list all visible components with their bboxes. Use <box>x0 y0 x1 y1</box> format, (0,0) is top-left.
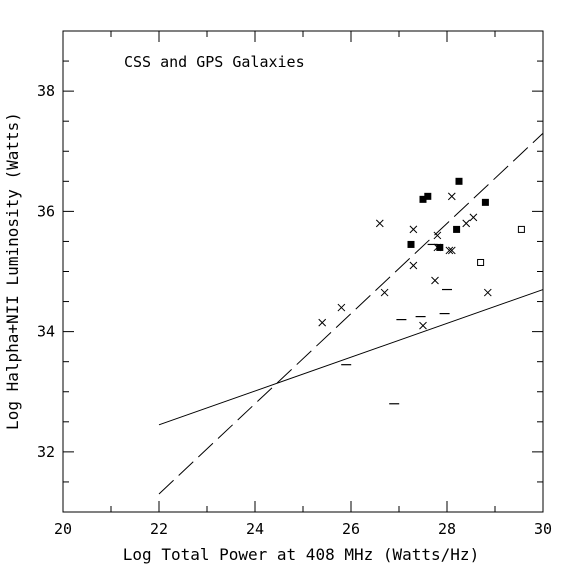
filled-square-point <box>407 240 415 248</box>
y-tick-label: 32 <box>37 443 55 461</box>
cross-point <box>433 231 442 240</box>
cross-point <box>447 192 456 201</box>
plot-frame-border <box>62 30 544 513</box>
filled-square-point <box>436 243 444 251</box>
cross-stroke <box>409 261 418 270</box>
axis-ticks <box>62 30 544 513</box>
cross-stroke <box>462 219 471 228</box>
cross-point <box>409 225 418 234</box>
cross-point <box>380 288 389 297</box>
cross-point <box>375 219 384 228</box>
cross-point <box>445 246 454 255</box>
cross-point <box>337 303 346 312</box>
cross-stroke <box>419 321 427 330</box>
cross-point <box>433 243 442 252</box>
filled-square-point <box>453 225 461 233</box>
cross-stroke <box>337 303 346 312</box>
cross-point <box>447 246 456 255</box>
cross-point <box>469 213 478 222</box>
cross-stroke <box>375 219 384 228</box>
cross-point <box>409 261 418 270</box>
y-tick-label: 38 <box>37 82 55 100</box>
data-points <box>318 177 525 405</box>
cross-stroke <box>447 246 456 255</box>
x-tick-label: 28 <box>438 520 456 538</box>
cross-stroke <box>433 231 442 240</box>
cross-point <box>462 219 471 228</box>
cross-stroke <box>469 213 478 222</box>
cross-stroke <box>318 318 327 327</box>
filled-square-point <box>424 192 432 200</box>
x-tick-label: 24 <box>246 520 264 538</box>
open-square-point <box>517 225 525 233</box>
cross-stroke <box>445 246 454 255</box>
dashed-fit-line <box>158 132 544 495</box>
y-axis-label: Log Halpha+NII Luminosity (Watts) <box>3 112 22 430</box>
filled-square-point <box>419 195 427 203</box>
tick-labels: 20 22 24 26 28 30 32 34 36 38 <box>37 82 552 538</box>
cross-stroke <box>380 288 389 297</box>
solid-fit-line <box>158 289 544 426</box>
cross-point <box>318 318 327 327</box>
chart-title: CSS and GPS Galaxies <box>124 53 305 71</box>
fit-lines <box>158 132 544 495</box>
x-tick-label: 20 <box>54 520 72 538</box>
cross-point <box>431 276 439 285</box>
y-tick-label: 34 <box>37 323 55 341</box>
cross-stroke <box>409 225 418 234</box>
cross-stroke <box>447 192 456 201</box>
x-tick-label: 30 <box>534 520 552 538</box>
filled-square-point <box>455 177 463 185</box>
open-square-point <box>477 258 485 266</box>
filled-square-point <box>481 198 489 206</box>
cross-stroke <box>431 276 439 285</box>
x-tick-label: 26 <box>342 520 360 538</box>
cross-stroke <box>433 243 442 252</box>
x-tick-label: 22 <box>150 520 168 538</box>
plot-frame <box>62 30 544 513</box>
y-tick-label: 36 <box>37 202 55 220</box>
x-axis-label: Log Total Power at 408 MHz (Watts/Hz) <box>123 545 479 564</box>
cross-stroke <box>483 288 492 297</box>
cross-point <box>419 321 427 330</box>
cross-point <box>483 288 492 297</box>
